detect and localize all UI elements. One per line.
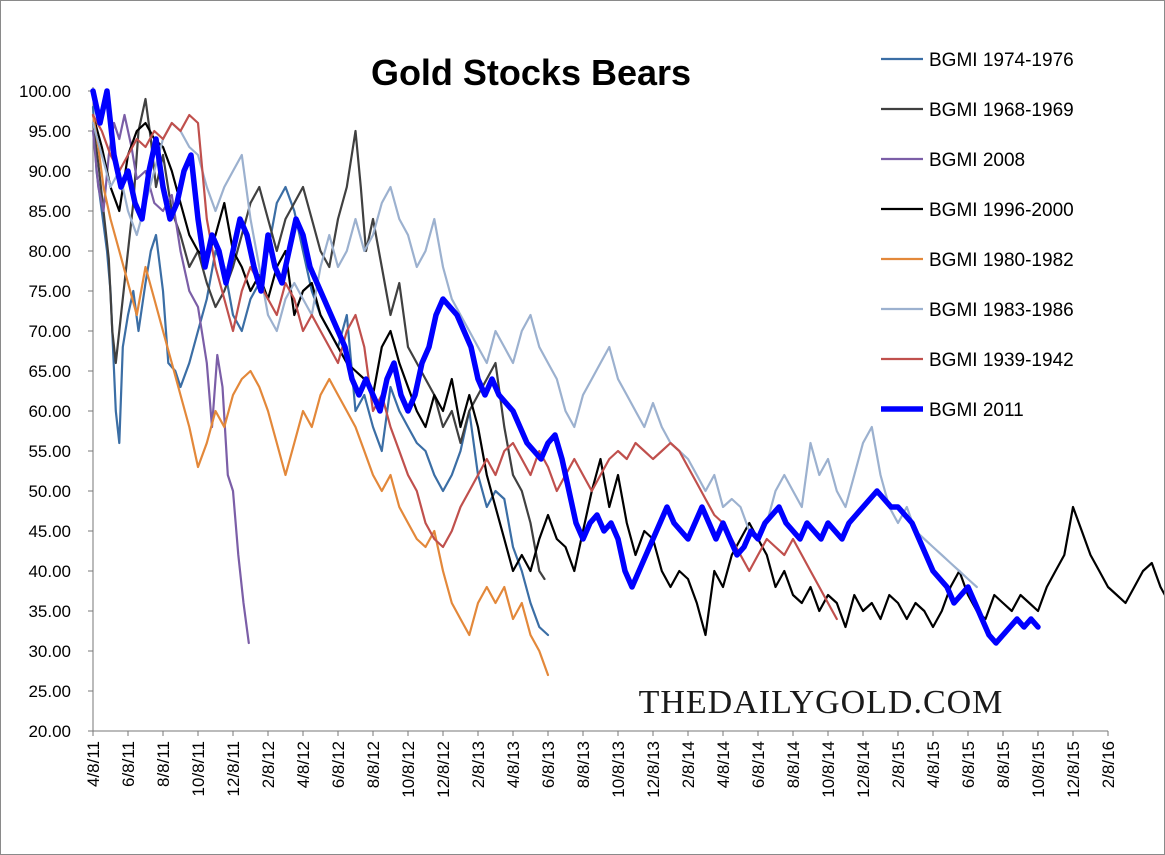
x-tick-label: 8/8/11 [154,741,173,787]
series-line-2 [91,113,250,645]
y-tick-label: 85.00 [28,202,71,221]
x-tick-label: 4/8/11 [84,741,103,787]
y-tick-label: 90.00 [28,162,71,181]
legend-label: BGMI 1939-1942 [929,350,1074,371]
x-tick-label: 6/8/13 [539,741,558,788]
y-tick-label: 50.00 [28,482,71,501]
series-line-0 [91,105,550,637]
legend-label: BGMI 2008 [929,150,1025,171]
x-tick-label: 8/8/14 [784,741,803,788]
legend-label: BGMI 1983-1986 [929,300,1074,321]
series-line-4 [91,113,550,677]
x-tick-label: 12/8/13 [644,741,663,798]
x-tick-label: 4/8/14 [714,741,733,788]
chart-title: Gold Stocks Bears [371,52,691,93]
x-tick-label: 10/8/14 [819,741,838,798]
legend-label: BGMI 1974-1976 [929,50,1074,71]
y-tick-label: 25.00 [28,682,71,701]
x-tick-label: 4/8/15 [924,741,943,788]
x-tick-label: 6/8/15 [959,741,978,788]
y-tick-label: 60.00 [28,402,71,421]
y-tick-label: 75.00 [28,282,71,301]
x-tick-label: 4/8/12 [294,741,313,788]
x-tick-label: 12/8/15 [1064,741,1083,798]
legend-label: BGMI 1968-1969 [929,100,1074,121]
x-tick-label: 2/8/16 [1099,741,1118,788]
x-tick-label: 6/8/11 [119,741,138,787]
watermark-text: THEDAILYGOLD.COM [639,684,1004,721]
x-tick-label: 6/8/14 [749,741,768,788]
legend: BGMI 1974-1976 BGMI 1968-1969 BGMI 2008 BGM… [881,50,1074,421]
x-tick-label: 8/8/12 [364,741,383,788]
x-tick-label: 10/8/15 [1029,741,1048,798]
x-tick-label: 8/8/15 [994,741,1013,788]
legend-label: BGMI 1980-1982 [929,250,1074,271]
x-tick-label: 2/8/15 [889,741,908,788]
x-tick-label: 8/8/13 [574,741,593,788]
x-tick-label: 2/8/14 [679,741,698,788]
x-tick-label: 10/8/13 [609,741,628,798]
legend-label: BGMI 2011 [929,400,1024,421]
y-tick-label: 100.00 [19,82,71,101]
series-line-5 [91,121,978,589]
series-line-1 [91,97,546,581]
y-tick-label: 20.00 [28,722,71,741]
x-tick-label: 10/8/12 [399,741,418,798]
series-layer [90,88,1164,677]
y-tick-label: 70.00 [28,322,71,341]
x-tick-label: 12/8/14 [854,741,873,798]
legend-label: BGMI 1996-2000 [929,200,1074,221]
x-tick-label: 12/8/11 [224,741,243,796]
x-tick-label: 2/8/12 [259,741,278,788]
x-tick-label: 10/8/11 [189,741,208,796]
x-tick-label: 2/8/13 [469,741,488,788]
y-tick-label: 95.00 [28,122,71,141]
x-tick-label: 4/8/13 [504,741,523,788]
axes: 20.00 25.00 30.00 35.00 40.00 45.00 50.00 55.00… [19,82,1118,798]
y-tick-label: 30.00 [28,642,71,661]
series-line-6 [91,113,838,621]
y-tick-label: 45.00 [28,522,71,541]
x-tick-label: 12/8/12 [434,741,453,798]
x-tick-label: 6/8/12 [329,741,348,788]
y-tick-label: 55.00 [28,442,71,461]
y-tick-label: 80.00 [28,242,71,261]
y-tick-label: 65.00 [28,362,71,381]
y-tick-label: 40.00 [28,562,71,581]
series-line-7 [90,88,1041,646]
y-tick-label: 35.00 [28,602,71,621]
